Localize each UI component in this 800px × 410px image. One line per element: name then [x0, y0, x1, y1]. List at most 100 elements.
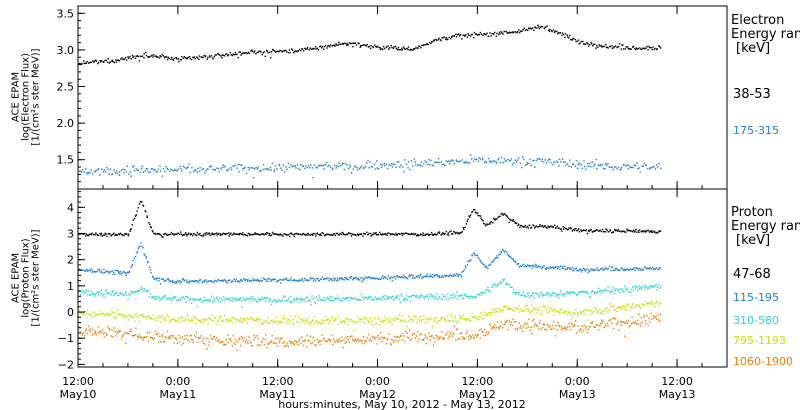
data-point [532, 159, 534, 162]
data-point [302, 320, 304, 322]
data-point [256, 51, 258, 54]
data-point [114, 293, 116, 296]
data-point [201, 340, 203, 342]
data-point [209, 298, 211, 301]
data-point [488, 289, 491, 291]
data-point [439, 336, 442, 338]
data-point [236, 349, 238, 352]
data-point [346, 164, 348, 166]
data-point [230, 299, 232, 302]
data-point [180, 233, 183, 235]
data-point [630, 288, 632, 291]
data-point [376, 45, 379, 48]
data-point [387, 167, 389, 170]
data-point [371, 299, 373, 301]
data-point [95, 232, 97, 234]
data-point [206, 168, 208, 170]
data-point [104, 271, 107, 273]
data-point [480, 217, 482, 219]
data-point [440, 39, 442, 42]
data-point [633, 231, 635, 233]
data-point [466, 161, 468, 163]
data-point [545, 226, 547, 228]
data-point [388, 297, 390, 299]
data-point [166, 278, 169, 280]
data-point [179, 282, 181, 284]
data-point [548, 293, 550, 295]
data-point [358, 340, 360, 343]
data-point [615, 287, 617, 290]
data-point [275, 300, 277, 302]
data-point [617, 320, 619, 323]
data-point [345, 234, 347, 236]
data-point [310, 321, 312, 323]
data-point [613, 166, 615, 168]
data-point [403, 335, 405, 337]
data-point [479, 337, 481, 339]
data-point [128, 57, 130, 59]
data-point [530, 226, 533, 229]
data-point [255, 53, 257, 55]
data-point [482, 158, 484, 161]
data-point [420, 332, 422, 335]
data-point [157, 315, 160, 317]
data-point [334, 297, 337, 300]
data-point [437, 298, 439, 300]
data-point [97, 291, 99, 293]
data-point [308, 167, 311, 169]
data-point [232, 317, 234, 319]
data-point [288, 297, 290, 300]
data-point [246, 52, 249, 55]
data-point [434, 296, 436, 298]
data-point [557, 309, 559, 312]
data-point [365, 45, 367, 47]
data-point [283, 341, 285, 343]
data-point [581, 230, 583, 232]
data-point [284, 233, 286, 235]
proton-ylabel-line3: [1/(cm²s ster MeV)] [30, 229, 42, 327]
data-point [144, 254, 146, 256]
data-point [134, 255, 137, 258]
data-point [294, 279, 296, 282]
data-point [564, 33, 567, 35]
data-point [527, 294, 530, 297]
data-point [451, 316, 453, 318]
data-point [522, 291, 524, 293]
data-point [308, 339, 310, 342]
data-point [446, 38, 448, 41]
data-point [576, 230, 578, 232]
data-point [582, 291, 584, 293]
data-point [112, 294, 115, 296]
data-point [353, 42, 355, 44]
data-point [283, 295, 285, 297]
data-point [443, 338, 445, 341]
data-point [355, 276, 357, 279]
data-point [321, 299, 324, 301]
data-point [427, 317, 430, 319]
data-point [451, 294, 453, 296]
data-point [658, 287, 661, 289]
data-point [238, 338, 241, 341]
data-point [498, 254, 500, 256]
data-point [146, 332, 149, 334]
data-point [100, 232, 103, 235]
data-point [646, 303, 648, 305]
data-point [269, 232, 271, 235]
data-point [315, 48, 317, 50]
data-point [601, 310, 603, 313]
data-point [266, 297, 268, 299]
data-point [392, 47, 395, 50]
data-point [435, 298, 437, 300]
data-point [174, 233, 176, 235]
data-point [482, 330, 484, 333]
data-point [626, 228, 628, 230]
data-point [220, 55, 222, 57]
data-point [204, 232, 206, 235]
data-point [184, 335, 186, 337]
data-point [144, 315, 147, 318]
data-point [247, 298, 249, 300]
data-point [132, 56, 134, 59]
data-point [648, 317, 650, 319]
data-point [627, 290, 630, 293]
data-point [453, 325, 456, 327]
